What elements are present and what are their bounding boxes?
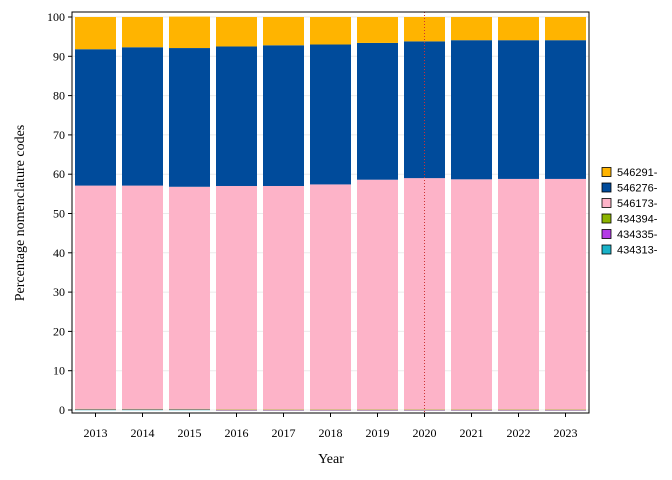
x-tick-label: 2018 [319, 426, 343, 440]
x-axis-title: Year [318, 452, 344, 467]
bar-segment [545, 409, 586, 411]
legend-swatch [601, 167, 612, 177]
bar-segment [216, 185, 257, 410]
bar-segment [451, 179, 492, 410]
bar-segment [263, 17, 304, 46]
y-tick-label: 30 [53, 285, 65, 299]
x-tick-label: 2021 [460, 426, 484, 440]
legend-swatch [601, 244, 612, 255]
bar-segment [451, 17, 492, 41]
y-axis-title: Percentage nomenclature codes [13, 125, 28, 301]
bar-segment [357, 409, 398, 411]
y-tick-label: 60 [53, 167, 65, 181]
bar-segment [357, 17, 398, 43]
bar-segment [75, 185, 116, 409]
bar-segment [357, 179, 398, 410]
x-axis: 2013 2014 2015 2016 2017 2018 2019 2020 2021 2022… [84, 413, 578, 440]
bar-segment [404, 41, 445, 179]
x-tick-label: 2015 [178, 426, 202, 440]
bar-segment [545, 17, 586, 41]
x-tick-label: 2014 [131, 426, 155, 440]
bar-segment [263, 409, 304, 411]
y-tick-label: 70 [53, 128, 65, 142]
bar-segment [498, 178, 539, 410]
legend-swatch [601, 229, 612, 239]
bar-segment [122, 185, 163, 409]
bar-segment [357, 410, 398, 411]
bar-segment [310, 184, 351, 410]
bar-segment [498, 17, 539, 41]
bar-segment [404, 178, 445, 410]
bar-segment [75, 409, 116, 410]
bar-segment [451, 40, 492, 180]
x-tick-label: 2020 [413, 426, 437, 440]
legend-label: 546291- [617, 167, 658, 179]
bar-segment [498, 40, 539, 179]
bars [75, 16, 586, 411]
bar-segment [216, 409, 257, 411]
bar-segment [263, 45, 304, 186]
y-tick-label: 80 [53, 89, 65, 103]
bar-segment [310, 409, 351, 411]
bar-segment [122, 409, 163, 410]
bar-segment [310, 44, 351, 185]
bar-segment [216, 410, 257, 411]
bar-segment [169, 408, 210, 410]
x-tick-label: 2022 [507, 426, 531, 440]
y-tick-label: 0 [59, 403, 65, 417]
bar-segment [169, 16, 210, 49]
legend: 546291- 546276- 546173- 434394- 434335- 43431… [601, 167, 658, 257]
y-tick-label: 90 [53, 49, 65, 63]
legend-label: 434335- [617, 229, 658, 241]
bar-segment [169, 409, 210, 411]
bar-segment [169, 186, 210, 409]
bar-segment [310, 17, 351, 45]
bar-segment [216, 17, 257, 47]
legend-swatch [601, 198, 612, 208]
bar-segment [404, 409, 445, 411]
bar-segment [545, 40, 586, 179]
bar-segment [498, 410, 539, 411]
y-axis: 0 10 20 30 40 50 60 70 80 90 100 [47, 10, 72, 417]
x-tick-label: 2013 [84, 426, 108, 440]
legend-label: 546276- [617, 183, 658, 195]
legend-label: 434394- [617, 214, 658, 226]
legend-swatch [601, 213, 612, 224]
bar-segment [122, 47, 163, 186]
y-tick-label: 40 [53, 246, 65, 260]
bar-segment [404, 410, 445, 411]
y-tick-label: 10 [53, 364, 65, 378]
y-tick-label: 20 [53, 324, 65, 338]
bar-segment [75, 409, 116, 411]
legend-swatch [601, 182, 612, 193]
y-tick-label: 50 [53, 207, 65, 221]
legend-label: 546173- [617, 198, 658, 210]
legend-label: 434313- [617, 245, 658, 257]
bar-segment [122, 409, 163, 411]
y-tick-label: 100 [47, 10, 65, 24]
bar-segment [545, 178, 586, 410]
x-tick-label: 2023 [554, 426, 578, 440]
bar-segment [263, 185, 304, 410]
bar-segment [451, 409, 492, 411]
bar-segment [75, 49, 116, 186]
bar-segment [75, 408, 116, 410]
bar-segment [122, 17, 163, 48]
bar-segment [310, 410, 351, 411]
bar-segment [263, 410, 304, 411]
bar-segment [75, 17, 116, 50]
bar-segment [122, 408, 163, 410]
x-tick-label: 2017 [272, 426, 296, 440]
bar-segment [169, 409, 210, 410]
bar-segment [169, 48, 210, 187]
bar-segment [404, 17, 445, 42]
x-tick-label: 2019 [366, 426, 390, 440]
x-tick-label: 2016 [225, 426, 249, 440]
bar-segment [451, 410, 492, 411]
bar-segment [216, 46, 257, 186]
bar-segment [357, 42, 398, 180]
bar-segment [545, 410, 586, 411]
bar-segment [498, 409, 539, 411]
